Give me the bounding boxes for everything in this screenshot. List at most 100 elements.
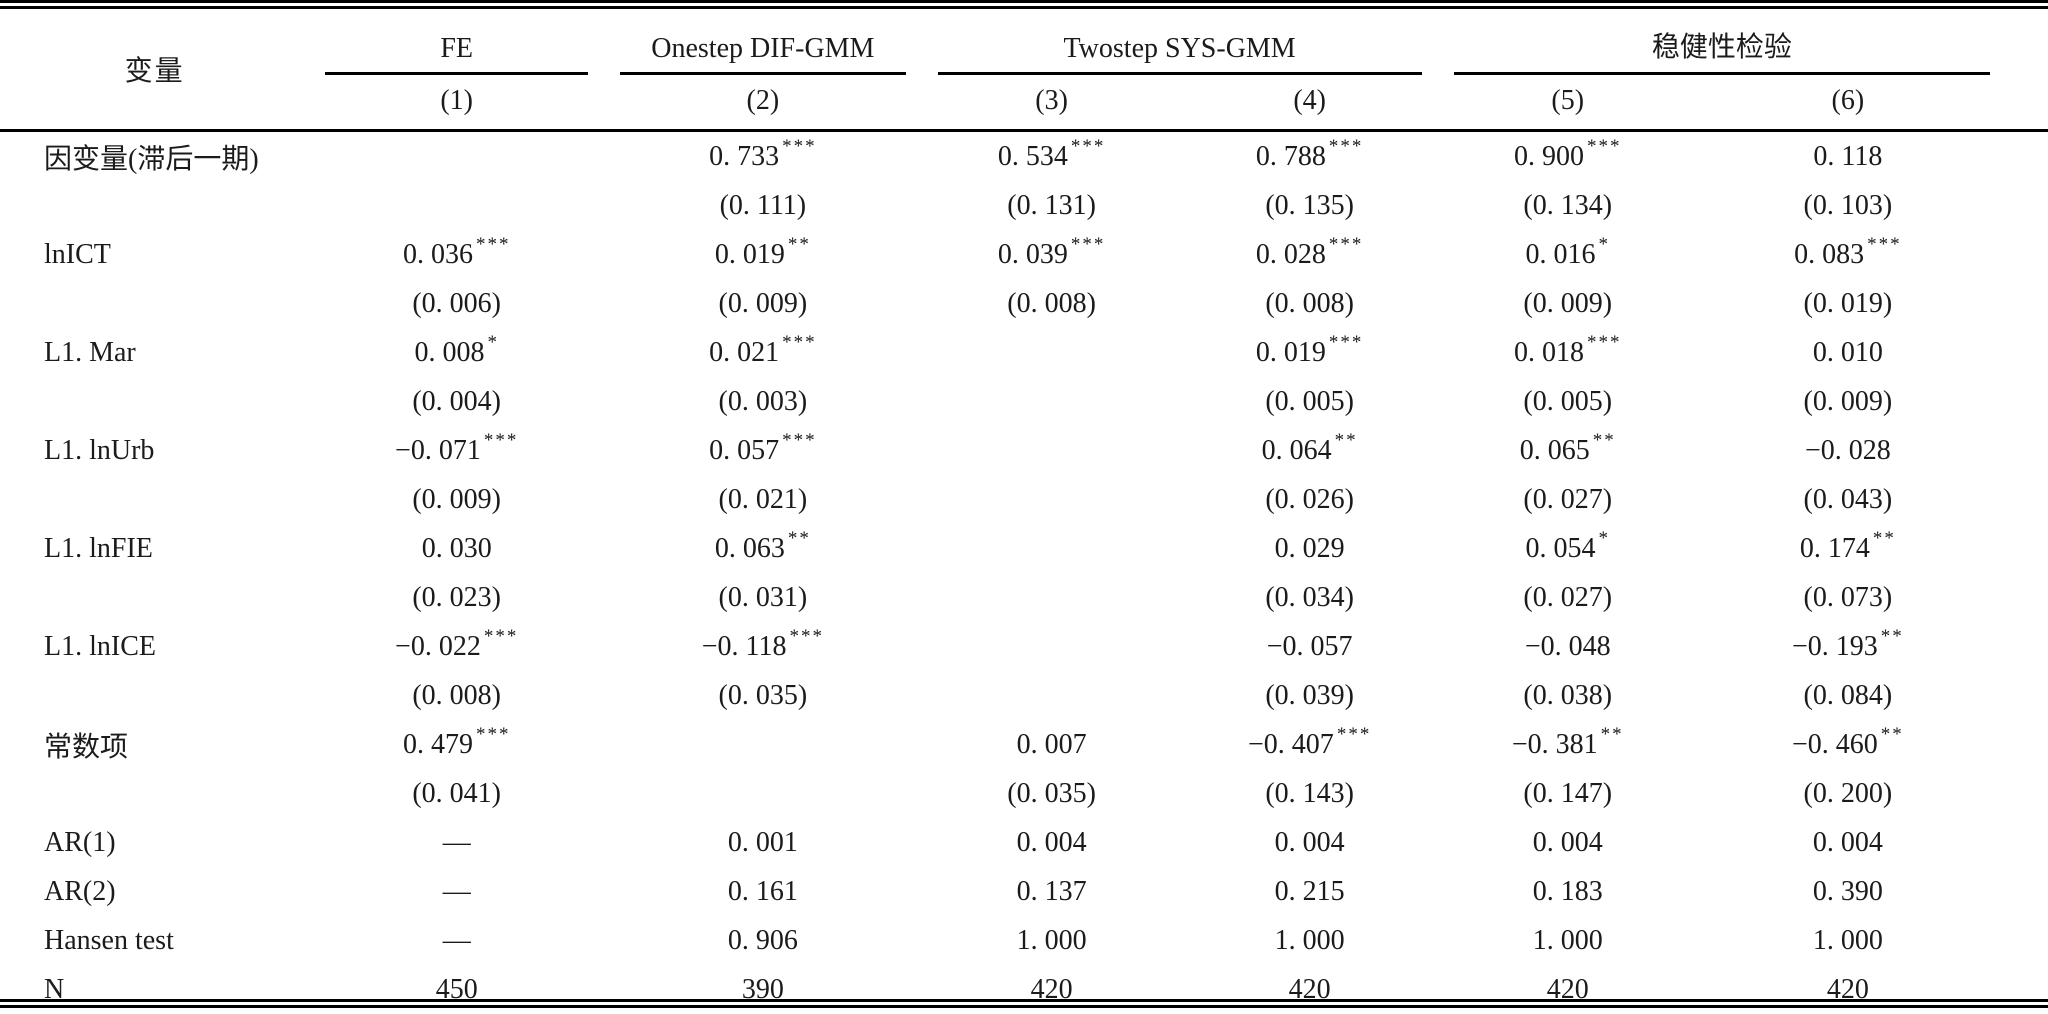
value-cell: (0. 008) <box>309 671 604 720</box>
value-cell: — <box>309 916 604 965</box>
row-label <box>0 573 309 622</box>
group-header-twostep-sys-gmm: Twostep SYS-GMM <box>922 9 1438 75</box>
row-label <box>0 475 309 524</box>
value-cell: (0. 039) <box>1182 671 1438 720</box>
row-label: N <box>0 965 309 1014</box>
value-cell: −0. 057 <box>1182 622 1438 671</box>
se-row: (0. 023)(0. 031)(0. 034)(0. 027)(0. 073) <box>0 573 2048 622</box>
significance-stars: *** <box>1329 332 1364 353</box>
significance-stars: *** <box>1587 136 1622 157</box>
coefficient-value: 0. 479 <box>403 729 473 760</box>
value-cell: 0. 028*** <box>1182 230 1438 279</box>
group-label: Onestep DIF-GMM <box>651 33 874 64</box>
row-label: 常数项 <box>0 720 309 769</box>
value-cell: (0. 008) <box>922 279 1182 328</box>
value-cell <box>309 131 604 182</box>
row-label <box>0 377 309 426</box>
group-label: Twostep SYS-GMM <box>1064 33 1296 64</box>
value-cell: (0. 009) <box>309 475 604 524</box>
value-cell: 0. 788*** <box>1182 131 1438 182</box>
value-cell: 0. 118 <box>1698 131 2048 182</box>
significance-stars: * <box>1598 528 1610 549</box>
value-cell: 0. 029 <box>1182 524 1438 573</box>
value-cell: — <box>309 867 604 916</box>
value-cell: 0. 021*** <box>604 328 921 377</box>
value-cell: 0. 019** <box>604 230 921 279</box>
value-cell: (0. 005) <box>1182 377 1438 426</box>
value-cell: 0. 137 <box>922 867 1182 916</box>
value-cell: −0. 071*** <box>309 426 604 475</box>
value-cell: (0. 027) <box>1438 573 1698 622</box>
value-cell: (0. 027) <box>1438 475 1698 524</box>
value-cell: (0. 023) <box>309 573 604 622</box>
coefficient-value: 0. 054 <box>1525 533 1595 564</box>
significance-stars: *** <box>476 234 511 255</box>
group-header-fe: FE <box>309 9 604 75</box>
significance-stars: * <box>1598 234 1610 255</box>
value-cell: (0. 035) <box>604 671 921 720</box>
significance-stars: ** <box>788 528 811 549</box>
coefficient-value: 0. 039 <box>998 239 1068 270</box>
value-cell: −0. 381** <box>1438 720 1698 769</box>
row-label: L1. lnICE <box>0 622 309 671</box>
value-cell: −0. 460** <box>1698 720 2048 769</box>
value-cell <box>922 426 1182 475</box>
value-cell: 0. 534*** <box>922 131 1182 182</box>
coefficient-value: −0. 022 <box>395 631 481 662</box>
row-label: L1. lnFIE <box>0 524 309 573</box>
value-cell: (0. 035) <box>922 769 1182 818</box>
se-row: (0. 004)(0. 003)(0. 005)(0. 005)(0. 009) <box>0 377 2048 426</box>
value-cell: (0. 084) <box>1698 671 2048 720</box>
value-cell: (0. 131) <box>922 181 1182 230</box>
value-cell <box>604 720 921 769</box>
group-header-robustness-check: 稳健性检验 <box>1438 9 2048 75</box>
group-header-row: 变量 FE Onestep DIF-GMM Twostep SYS-GMM 稳健… <box>0 9 2048 75</box>
value-cell: (0. 111) <box>604 181 921 230</box>
value-cell: (0. 038) <box>1438 671 1698 720</box>
regression-table: 变量 FE Onestep DIF-GMM Twostep SYS-GMM 稳健… <box>0 9 2048 1014</box>
value-cell: (0. 134) <box>1438 181 1698 230</box>
row-label: L1. Mar <box>0 328 309 377</box>
coefficient-value: 0. 083 <box>1794 239 1864 270</box>
value-cell <box>922 573 1182 622</box>
value-cell: 0. 036*** <box>309 230 604 279</box>
group-label: FE <box>440 33 473 64</box>
value-cell: (0. 006) <box>309 279 604 328</box>
row-label: lnICT <box>0 230 309 279</box>
value-cell: 0. 004 <box>1182 818 1438 867</box>
value-cell: (0. 026) <box>1182 475 1438 524</box>
group-header-onestep-dif-gmm: Onestep DIF-GMM <box>604 9 921 75</box>
value-cell: −0. 193** <box>1698 622 2048 671</box>
value-cell: (0. 019) <box>1698 279 2048 328</box>
se-row: (0. 008)(0. 035) (0. 039)(0. 038)(0. 084) <box>0 671 2048 720</box>
coef-row: L1. lnUrb−0. 071***0. 057***0. 064**0. 0… <box>0 426 2048 475</box>
significance-stars: * <box>487 332 499 353</box>
column-number-6: (6) <box>1698 75 2048 131</box>
value-cell: 0. 004 <box>922 818 1182 867</box>
value-cell: 0. 161 <box>604 867 921 916</box>
value-cell: 420 <box>922 965 1182 1014</box>
column-number-3: (3) <box>922 75 1182 131</box>
significance-stars: ** <box>1601 724 1624 745</box>
significance-stars: ** <box>1593 430 1616 451</box>
value-cell <box>922 475 1182 524</box>
column-number-1: (1) <box>309 75 604 131</box>
value-cell: 0. 479*** <box>309 720 604 769</box>
value-cell: 0. 057*** <box>604 426 921 475</box>
value-cell: 0. 030 <box>309 524 604 573</box>
value-cell: (0. 021) <box>604 475 921 524</box>
column-number-4: (4) <box>1182 75 1438 131</box>
coefficient-value: −0. 407 <box>1248 729 1334 760</box>
table-header: 变量 FE Onestep DIF-GMM Twostep SYS-GMM 稳健… <box>0 9 2048 131</box>
value-cell: 390 <box>604 965 921 1014</box>
row-label <box>0 769 309 818</box>
value-cell: 420 <box>1698 965 2048 1014</box>
value-cell: (0. 043) <box>1698 475 2048 524</box>
value-cell: 0. 007 <box>922 720 1182 769</box>
significance-stars: *** <box>1587 332 1622 353</box>
